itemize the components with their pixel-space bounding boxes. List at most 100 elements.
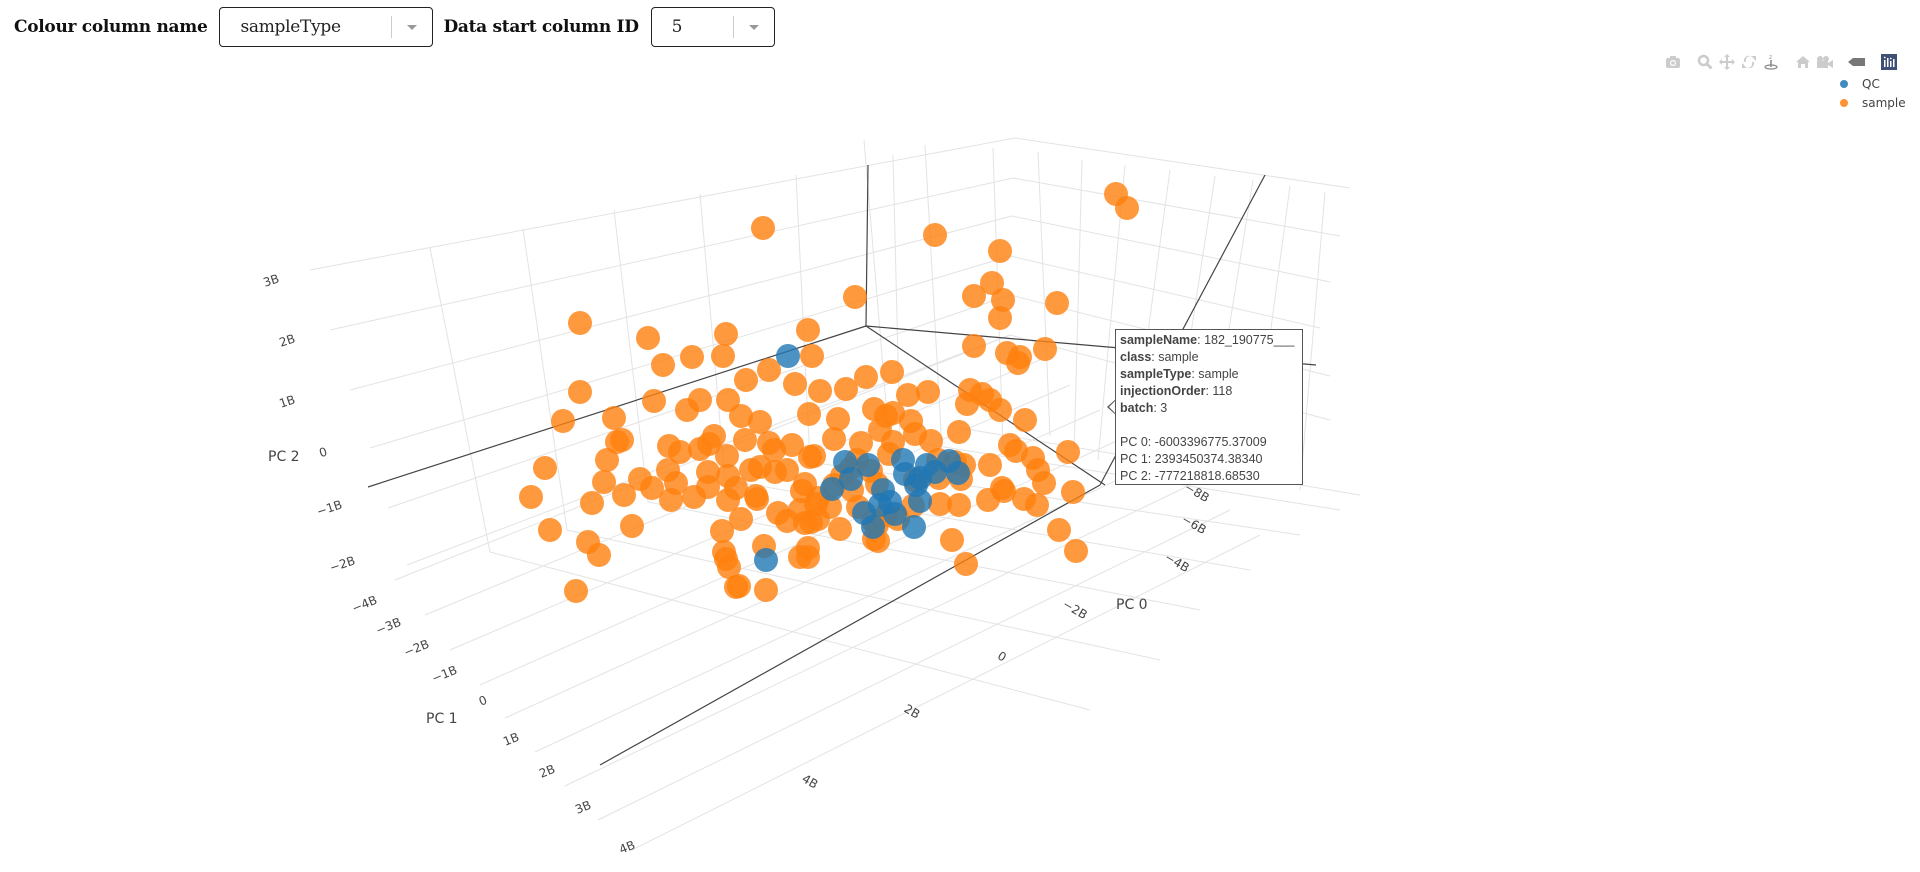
- data-point[interactable]: [657, 434, 681, 458]
- reset-home-icon[interactable]: [1792, 54, 1814, 70]
- data-point[interactable]: [1056, 440, 1080, 464]
- data-point[interactable]: [757, 358, 781, 382]
- data-point[interactable]: [988, 306, 1012, 330]
- data-point[interactable]: [734, 368, 758, 392]
- data-point[interactable]: [1061, 480, 1085, 504]
- data-point[interactable]: [958, 378, 982, 402]
- data-point[interactable]: [799, 510, 823, 534]
- data-point[interactable]: [804, 492, 828, 516]
- data-point[interactable]: [923, 223, 947, 247]
- data-point[interactable]: [620, 514, 644, 538]
- series-qc-points[interactable]: [754, 344, 970, 572]
- data-point[interactable]: [612, 483, 636, 507]
- data-point[interactable]: [538, 518, 562, 542]
- data-point[interactable]: [1006, 351, 1030, 375]
- data-point[interactable]: [724, 575, 748, 599]
- data-point[interactable]: [688, 388, 712, 412]
- data-point[interactable]: [988, 398, 1012, 422]
- data-point[interactable]: [797, 402, 821, 426]
- data-point[interactable]: [954, 552, 978, 576]
- data-point[interactable]: [800, 344, 824, 368]
- data-point[interactable]: [919, 429, 943, 453]
- data-point[interactable]: [1047, 518, 1071, 542]
- data-point[interactable]: [568, 311, 592, 335]
- pca-3d-scatter-plot[interactable]: −2B−1B01B2B3B−4B−3B−2B−1B01B2B3B4B−8B−6B…: [0, 50, 1920, 872]
- data-point[interactable]: [780, 433, 804, 457]
- data-point[interactable]: [980, 271, 1004, 295]
- data-point[interactable]: [748, 455, 772, 479]
- data-point[interactable]: [1033, 337, 1057, 361]
- data-point[interactable]: [788, 545, 812, 569]
- data-point[interactable]: [962, 284, 986, 308]
- data-point[interactable]: [519, 485, 543, 509]
- colour-column-dropdown[interactable]: sampleType: [219, 7, 434, 47]
- data-point[interactable]: [587, 543, 611, 567]
- data-point[interactable]: [880, 360, 904, 384]
- data-point[interactable]: [751, 216, 775, 240]
- data-point[interactable]: [568, 380, 592, 404]
- legend-item-sample[interactable]: sample: [1836, 93, 1906, 112]
- series-sample-points[interactable]: [519, 182, 1162, 603]
- data-point[interactable]: [796, 318, 820, 342]
- data-point[interactable]: [947, 493, 971, 517]
- data-point[interactable]: [664, 471, 688, 495]
- data-point[interactable]: [696, 460, 720, 484]
- data-point[interactable]: [978, 453, 1002, 477]
- data-point[interactable]: [636, 326, 660, 350]
- data-point[interactable]: [716, 488, 740, 512]
- data-point[interactable]: [551, 409, 575, 433]
- turntable-rotate-icon[interactable]: z: [1760, 54, 1782, 70]
- data-point[interactable]: [711, 344, 735, 368]
- data-point[interactable]: [991, 288, 1015, 312]
- data-point[interactable]: [839, 467, 863, 491]
- hover-closest-icon[interactable]: [1846, 54, 1868, 70]
- data-point[interactable]: [854, 365, 878, 389]
- data-point[interactable]: [710, 519, 734, 543]
- data-start-column-dropdown[interactable]: 5: [650, 7, 775, 47]
- data-point[interactable]: [640, 476, 664, 500]
- data-point[interactable]: [783, 372, 807, 396]
- camera-icon[interactable]: [1662, 54, 1684, 70]
- pan-icon[interactable]: [1716, 54, 1738, 70]
- data-point[interactable]: [843, 285, 867, 309]
- data-point[interactable]: [1115, 196, 1139, 220]
- data-point[interactable]: [729, 507, 753, 531]
- data-point[interactable]: [714, 547, 738, 571]
- data-point[interactable]: [697, 432, 721, 456]
- data-point[interactable]: [754, 548, 778, 572]
- data-point[interactable]: [775, 509, 799, 533]
- data-point[interactable]: [1045, 291, 1069, 315]
- data-point[interactable]: [908, 489, 932, 513]
- data-point[interactable]: [896, 383, 920, 407]
- data-point[interactable]: [714, 322, 738, 346]
- data-point[interactable]: [680, 345, 704, 369]
- data-point[interactable]: [748, 410, 772, 434]
- data-point[interactable]: [602, 406, 626, 430]
- data-point[interactable]: [564, 579, 588, 603]
- data-point[interactable]: [1032, 471, 1056, 495]
- data-point[interactable]: [947, 420, 971, 444]
- data-point[interactable]: [716, 388, 740, 412]
- orbit-rotate-icon[interactable]: [1738, 54, 1760, 70]
- data-point[interactable]: [828, 517, 852, 541]
- data-point[interactable]: [826, 407, 850, 431]
- data-point[interactable]: [946, 461, 970, 485]
- data-point[interactable]: [916, 380, 940, 404]
- data-point[interactable]: [715, 444, 739, 468]
- reset-camera-icon[interactable]: [1814, 54, 1836, 70]
- data-point[interactable]: [852, 501, 876, 525]
- data-point[interactable]: [605, 430, 629, 454]
- chevron-down-icon[interactable]: [392, 24, 432, 30]
- data-point[interactable]: [793, 472, 817, 496]
- data-point[interactable]: [1025, 493, 1049, 517]
- legend-item-qc[interactable]: QC: [1836, 74, 1906, 93]
- data-point[interactable]: [998, 433, 1022, 457]
- data-point[interactable]: [990, 476, 1014, 500]
- data-point[interactable]: [862, 397, 886, 421]
- data-point[interactable]: [757, 431, 781, 455]
- data-point[interactable]: [834, 377, 858, 401]
- zoom-icon[interactable]: [1694, 54, 1716, 70]
- data-point[interactable]: [902, 515, 926, 539]
- data-point[interactable]: [868, 418, 892, 442]
- data-point[interactable]: [754, 578, 778, 602]
